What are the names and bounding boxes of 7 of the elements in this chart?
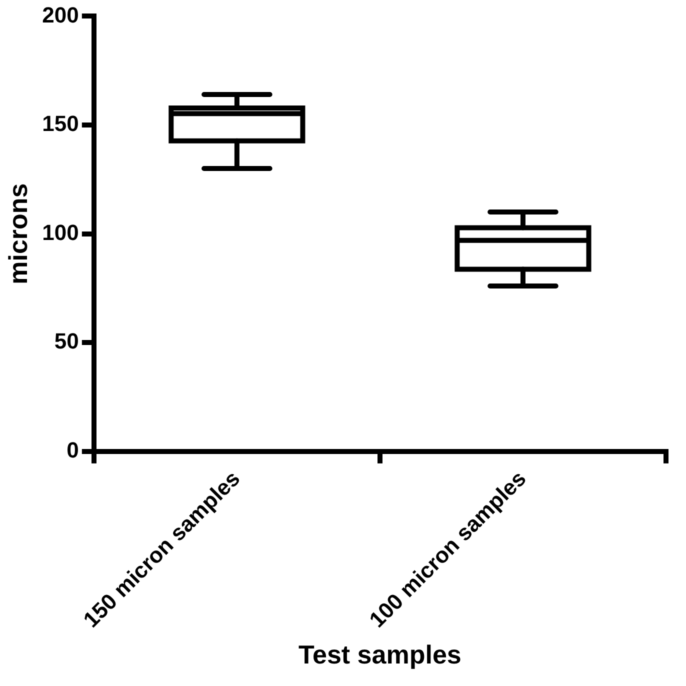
y-tick-label: 50 bbox=[54, 328, 79, 354]
x-axis-title: Test samples bbox=[298, 640, 462, 670]
y-tick-label: 150 bbox=[42, 111, 79, 136]
y-axis-title: microns bbox=[2, 183, 33, 284]
y-tick-label: 100 bbox=[42, 220, 79, 245]
y-tick-label: 0 bbox=[66, 437, 79, 462]
y-tick-label: 200 bbox=[42, 2, 79, 28]
